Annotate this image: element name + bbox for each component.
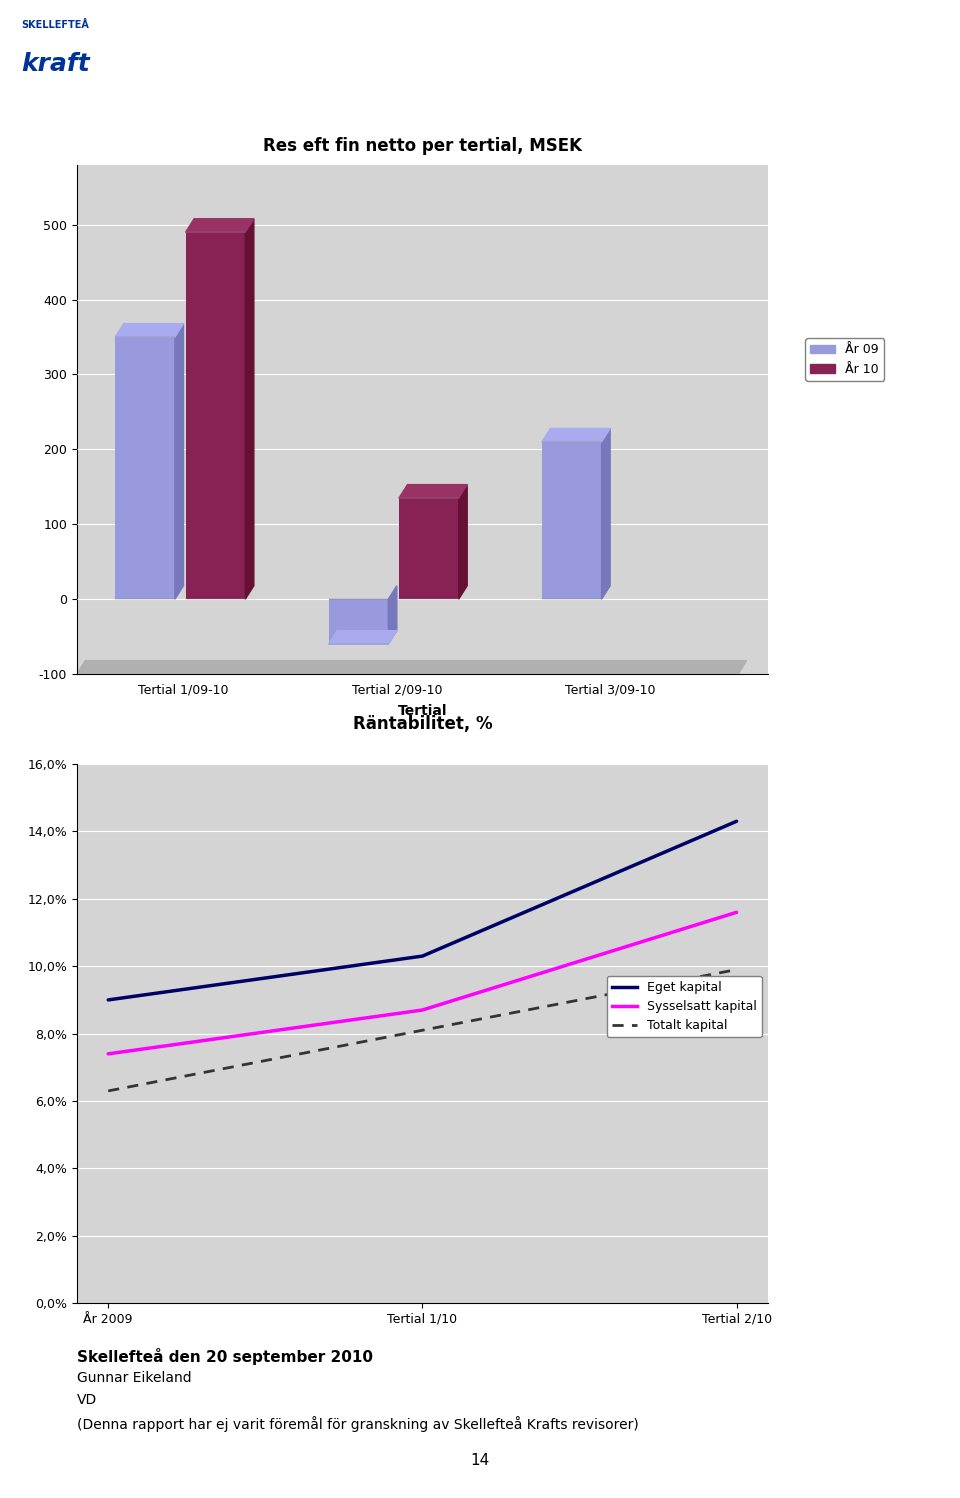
Eget kapital <box>731 812 742 830</box>
Text: VD: VD <box>77 1393 97 1407</box>
Bar <box>115 337 175 599</box>
Bar <box>541 442 602 599</box>
Line: Eget kapital: Eget kapital <box>108 821 736 1001</box>
Polygon shape <box>541 428 611 442</box>
Legend: Eget kapital, Sysselsatt kapital, Totalt kapital: Eget kapital, Sysselsatt kapital, Totalt… <box>607 975 761 1038</box>
Polygon shape <box>175 324 183 599</box>
Text: Gunnar Eikeland: Gunnar Eikeland <box>77 1371 191 1384</box>
Eget kapital <box>103 992 114 1010</box>
Text: Skellefteå den 20 september 2010: Skellefteå den 20 september 2010 <box>77 1348 372 1365</box>
Title: Res eft fin netto per tertial, MSEK: Res eft fin netto per tertial, MSEK <box>263 136 582 154</box>
Bar <box>328 599 388 644</box>
Legend: År 09, År 10: År 09, År 10 <box>805 339 884 380</box>
Line: Totalt kapital: Totalt kapital <box>108 969 736 1091</box>
Bar <box>399 497 459 599</box>
Totalt kapital <box>731 960 742 978</box>
Sysselsatt kapital <box>731 903 742 921</box>
Title: Räntabilitet, %: Räntabilitet, % <box>352 715 492 733</box>
Polygon shape <box>246 219 253 599</box>
Polygon shape <box>77 661 747 674</box>
Polygon shape <box>328 631 396 644</box>
Polygon shape <box>459 484 468 599</box>
Bar <box>185 232 246 599</box>
Polygon shape <box>399 484 468 497</box>
Text: 14: 14 <box>470 1453 490 1468</box>
Polygon shape <box>388 586 396 644</box>
Polygon shape <box>115 324 183 337</box>
Text: kraft: kraft <box>21 52 90 76</box>
Sysselsatt kapital <box>417 1001 428 1019</box>
Line: Sysselsatt kapital: Sysselsatt kapital <box>108 912 736 1055</box>
Text: SKELLEFTEÅ: SKELLEFTEÅ <box>21 19 89 30</box>
X-axis label: Tertial: Tertial <box>397 704 447 718</box>
Eget kapital <box>417 947 428 965</box>
Sysselsatt kapital <box>103 1046 114 1064</box>
Totalt kapital <box>417 1022 428 1040</box>
Text: (Denna rapport har ej varit föremål för granskning av Skellefteå Krafts revisore: (Denna rapport har ej varit föremål för … <box>77 1416 638 1432</box>
Totalt kapital <box>103 1082 114 1100</box>
Polygon shape <box>602 428 611 599</box>
Polygon shape <box>185 219 253 232</box>
